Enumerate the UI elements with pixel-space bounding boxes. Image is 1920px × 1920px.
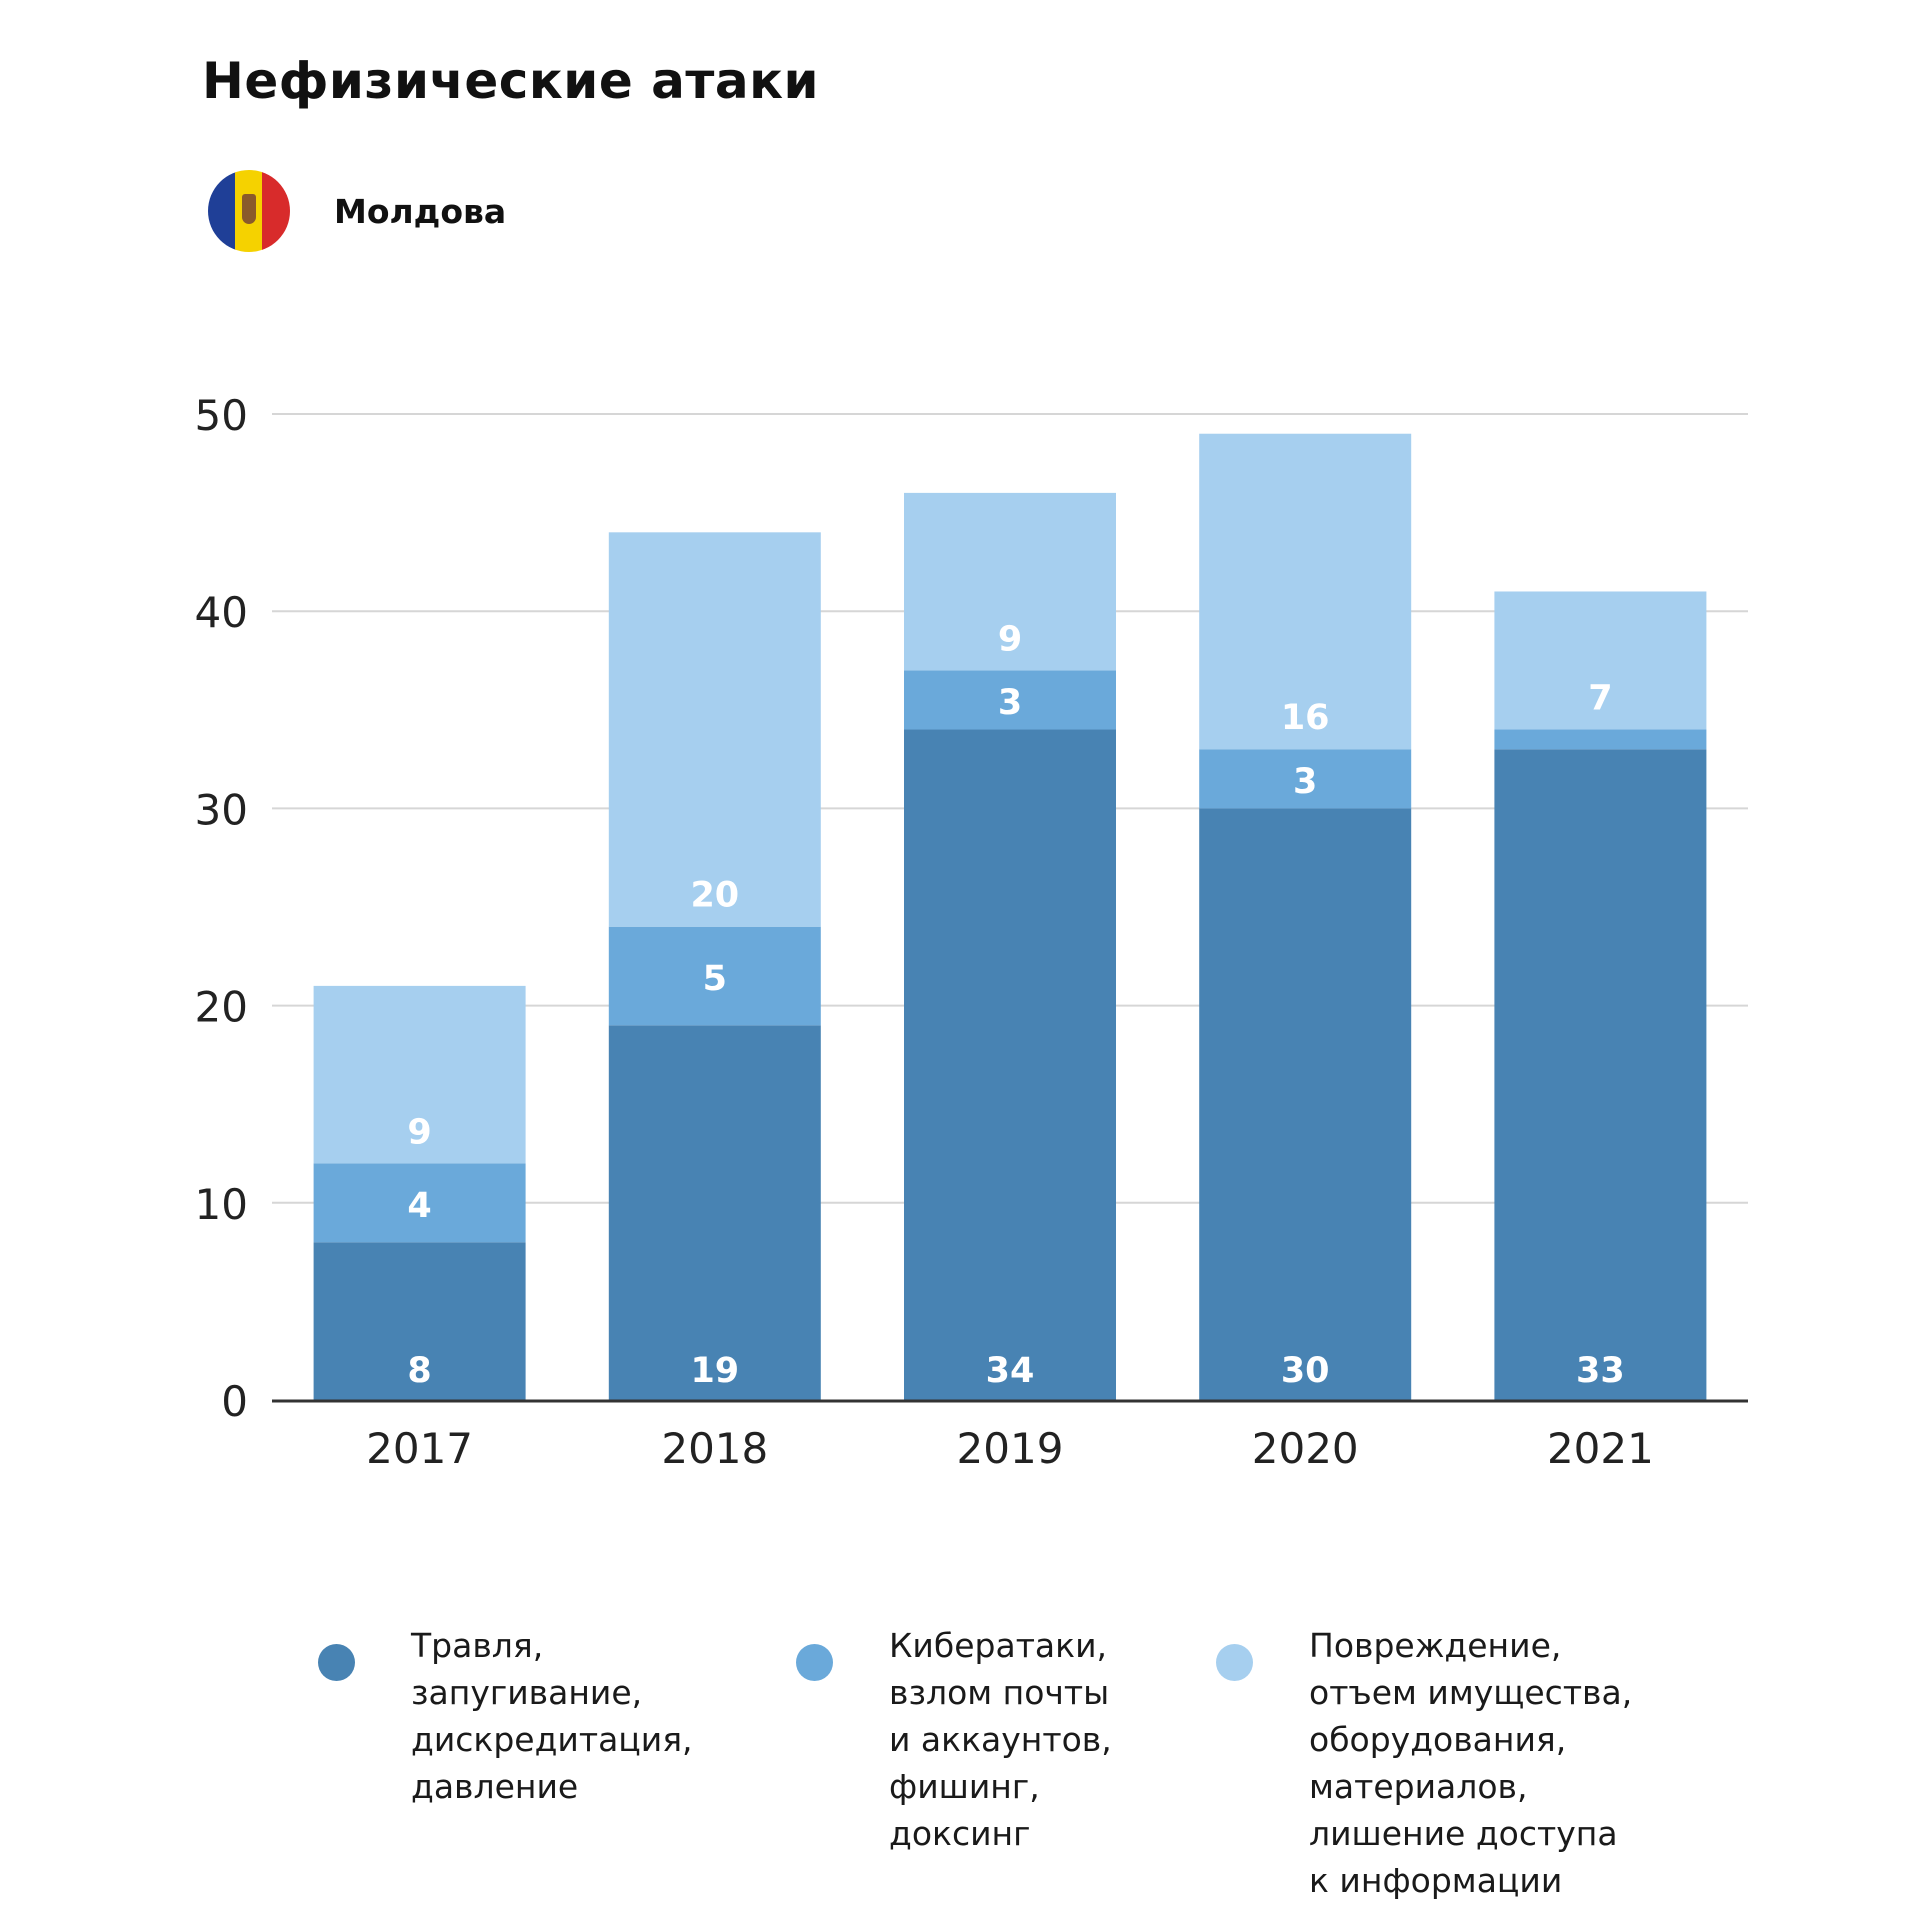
bar-segment [1494, 729, 1707, 750]
x-tick-label: 2019 [957, 1424, 1064, 1473]
legend-label: Травля, запугивание, дискредитация, давл… [411, 1626, 693, 1806]
bar-segment [1494, 591, 1707, 730]
data-label: 16 [1281, 698, 1330, 738]
flag-stripe-blue [208, 170, 236, 252]
y-tick-label: 20 [195, 983, 248, 1032]
bar-segment [904, 492, 1116, 671]
bar-segment [313, 1163, 526, 1243]
y-tick-label: 40 [195, 588, 248, 637]
data-label: 33 [1576, 1351, 1625, 1391]
data-label: 7 [1588, 679, 1612, 719]
bar-segment [608, 926, 821, 1026]
x-tick-label: 2017 [366, 1424, 473, 1473]
bar-segment [1199, 749, 1412, 809]
x-tick-label: 2020 [1252, 1424, 1359, 1473]
bars [313, 433, 1707, 1400]
bar-segment [904, 729, 1116, 1400]
data-label: 20 [690, 876, 739, 916]
legend-label: Повреждение, отъем имущества, оборудован… [1309, 1626, 1633, 1900]
bar-segment [1199, 808, 1412, 1400]
bar-segment [1494, 749, 1707, 1400]
flag-emblem-icon [242, 194, 256, 224]
country-indicator: Молдова [208, 170, 506, 252]
legend-swatch [318, 1644, 355, 1681]
legend-swatch [796, 1644, 833, 1681]
bar-segment [904, 670, 1116, 730]
legend-label: Кибератаки, взлом почты и аккаунтов, фиш… [889, 1626, 1112, 1853]
bar-segment [608, 1025, 821, 1400]
flag-stripe-red [262, 170, 290, 252]
y-tick-label: 0 [221, 1377, 248, 1426]
data-label: 19 [690, 1351, 739, 1391]
bar-segment [1199, 433, 1412, 750]
data-label: 5 [703, 959, 727, 999]
legend-item: Кибератаки, взлом почты и аккаунтов, фиш… [796, 1622, 1112, 1857]
data-labels: 8 4 9 19 5 20 34 3 9 30 3 16 33 7 [407, 619, 1624, 1391]
data-label: 30 [1281, 1351, 1330, 1391]
data-label: 4 [407, 1186, 431, 1226]
y-tick-label: 10 [195, 1180, 248, 1229]
y-tick-label: 30 [195, 785, 248, 834]
bar-segment [313, 1242, 526, 1400]
country-label: Молдова [334, 191, 507, 231]
bar-segment [608, 532, 821, 927]
legend-item: Травля, запугивание, дискредитация, давл… [318, 1622, 693, 1810]
data-label: 9 [407, 1112, 431, 1152]
chart-title: Нефизические атаки [202, 52, 820, 110]
x-tick-label: 2021 [1547, 1424, 1654, 1473]
moldova-flag-icon [208, 170, 290, 252]
data-label: 3 [998, 683, 1022, 723]
legend-swatch [1216, 1644, 1253, 1681]
data-label: 34 [986, 1351, 1035, 1391]
y-tick-label: 50 [195, 391, 248, 440]
bar-segment [313, 985, 526, 1164]
legend-item: Повреждение, отъем имущества, оборудован… [1216, 1622, 1632, 1904]
data-label: 8 [407, 1351, 431, 1391]
data-label: 9 [998, 619, 1022, 659]
x-tick-label: 2018 [661, 1424, 768, 1473]
data-label: 3 [1293, 762, 1317, 802]
